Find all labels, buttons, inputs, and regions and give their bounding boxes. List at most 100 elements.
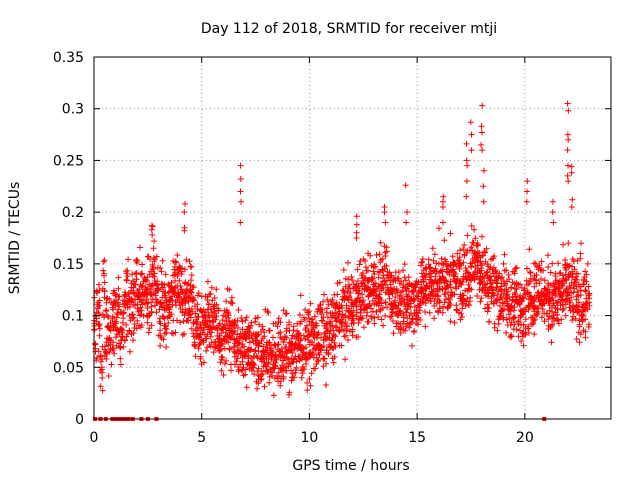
data-point [239,358,246,365]
data-point [186,258,193,265]
data-point [550,219,557,226]
data-point [320,343,327,349]
data-point [512,314,518,321]
points-layer [91,100,593,399]
data-point [341,289,348,296]
data-point [188,306,195,313]
data-point [486,304,492,311]
x-tick-label: 20 [516,430,534,446]
data-point [583,278,590,285]
data-point [562,312,569,319]
data-point [565,178,572,185]
data-point [134,317,141,324]
data-point [353,229,360,236]
data-point [116,340,122,347]
data-point [568,294,575,301]
data-point [161,315,168,322]
data-point [259,323,266,330]
data-point [419,287,426,294]
data-point [218,330,225,337]
data-point [266,379,273,386]
data-point [375,274,382,281]
data-point [232,361,238,368]
data-point [537,266,544,273]
data-point [157,320,164,327]
data-point [342,356,349,363]
data-point [252,347,259,354]
data-point [118,361,124,368]
data-point [288,335,295,342]
data-point [439,198,446,205]
data-point [182,306,189,313]
data-point [400,312,407,319]
data-point [431,251,438,258]
data-point [540,267,547,274]
data-point [150,245,157,252]
data-point [439,204,446,210]
data-point [499,274,506,281]
data-point [478,278,485,285]
data-point [148,322,155,329]
data-point [506,276,512,283]
data-point [443,277,450,284]
y-tick-label: 0.2 [62,205,84,221]
data-point [300,332,307,339]
data-point [349,277,356,284]
data-point [124,267,131,274]
data-point [101,288,108,295]
y-tick-label: 0.05 [53,360,84,376]
data-point [362,264,369,271]
data-point [369,275,376,282]
data-point [197,355,204,362]
data-point [298,374,305,381]
data-point [174,273,181,279]
data-point [204,278,211,285]
data-point [468,286,475,293]
data-point [319,318,326,324]
data-point [336,342,343,349]
data-point [188,289,195,296]
x-tick-labels: 0 5 10 15 20 [90,430,534,446]
data-point [538,314,545,321]
data-point [400,267,406,274]
data-point [192,318,199,325]
data-point [564,147,571,154]
data-point [153,309,160,316]
data-point [574,270,581,277]
data-point [225,312,232,319]
data-point [120,343,127,350]
data-point [335,312,342,319]
data-point [497,275,504,282]
data-point [422,323,429,330]
data-point [416,307,423,314]
data-point [110,287,117,294]
data-point [381,209,388,216]
data-point [241,343,247,350]
data-point [478,123,485,130]
data-point [103,355,110,362]
data-point [227,335,234,342]
data-point [304,379,311,386]
data-point [205,301,212,307]
data-point [364,309,371,316]
y-tick-label: 0.25 [53,153,84,169]
data-point [330,327,337,334]
data-point [306,308,313,315]
data-point [218,367,225,374]
data-point [148,222,155,229]
data-point [238,198,244,205]
data-point [578,240,584,247]
data-point [391,299,398,306]
data-point [234,355,241,362]
data-point [187,289,194,295]
data-point [188,314,194,321]
data-point [469,260,475,266]
y-tick-label: 0 [75,412,84,428]
data-point [349,312,356,319]
data-point [532,316,538,323]
data-point [210,349,217,356]
data-point [349,326,356,333]
data-point [377,239,384,246]
data-point [546,298,553,305]
data-point [480,167,487,174]
